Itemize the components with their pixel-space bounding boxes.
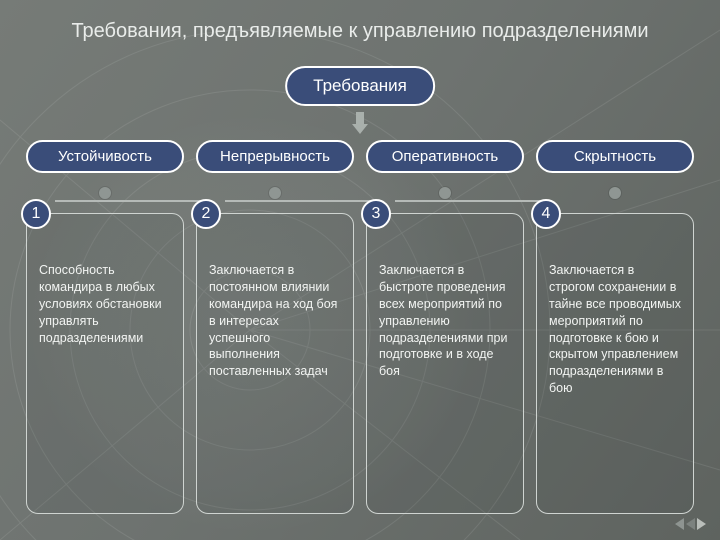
column-4: Скрытность 4 Заключается в строгом сохра… [536, 140, 694, 514]
column-label: Непрерывность [196, 140, 354, 173]
number-badge: 4 [531, 199, 561, 229]
column-2: Непрерывность 2 Заключается в постоянном… [196, 140, 354, 514]
column-label: Устойчивость [26, 140, 184, 173]
prev-slide-icon[interactable] [686, 518, 695, 530]
panel: 4 Заключается в строгом сохранении в тай… [536, 213, 694, 514]
panel: 1 Способность командира в любых условиях… [26, 213, 184, 514]
column-1: Устойчивость 1 Способность командира в л… [26, 140, 184, 514]
column-label: Оперативность [366, 140, 524, 173]
number-badge: 3 [361, 199, 391, 229]
requirements-button: Требования [285, 66, 435, 106]
panel-description: Заключается в постоянном влиянии команди… [209, 262, 341, 380]
connector-dot-icon [609, 187, 621, 199]
slide-nav [675, 518, 706, 530]
connector-dot-icon [269, 187, 281, 199]
panel-description: Заключается в быстроте проведения всех м… [379, 262, 511, 380]
columns-container: Устойчивость 1 Способность командира в л… [26, 140, 694, 514]
panel: 2 Заключается в постоянном влиянии коман… [196, 213, 354, 514]
connector-dot-icon [99, 187, 111, 199]
number-badge: 2 [191, 199, 221, 229]
next-slide-icon[interactable] [697, 518, 706, 530]
panel: 3 Заключается в быстроте проведения всех… [366, 213, 524, 514]
page-title: Требования, предъявляемые к управлению п… [0, 20, 720, 43]
connector-dot-icon [439, 187, 451, 199]
column-label: Скрытность [536, 140, 694, 173]
panel-description: Способность командира в любых условиях о… [39, 262, 171, 346]
number-badge: 1 [21, 199, 51, 229]
panel-description: Заключается в строгом сохранении в тайне… [549, 262, 681, 397]
prev-slide-icon[interactable] [675, 518, 684, 530]
column-3: Оперативность 3 Заключается в быстроте п… [366, 140, 524, 514]
down-arrow-icon [352, 112, 368, 134]
